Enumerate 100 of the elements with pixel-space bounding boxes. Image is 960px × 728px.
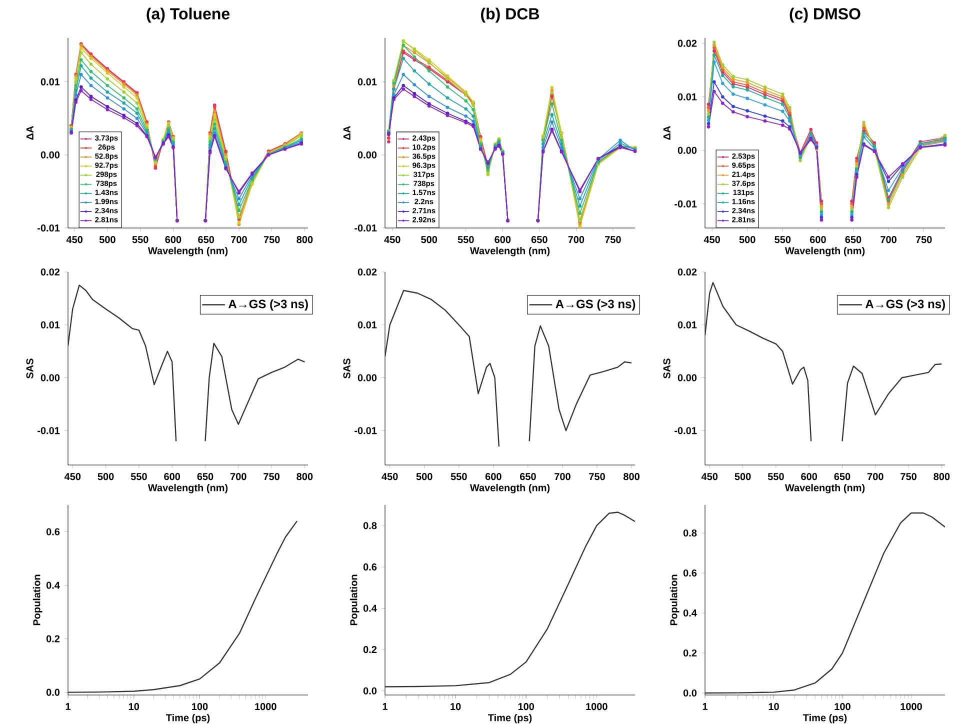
x-tick-label: 1: [382, 703, 388, 710]
y-tick-label: 0.8: [363, 522, 377, 530]
y-tick-label: 0.02: [678, 268, 697, 276]
y-tick-label: -0.01: [38, 427, 60, 434]
x-tick-label: 600: [485, 473, 502, 480]
y-tick-label: -0.01: [674, 200, 697, 208]
x-axis-title: Wavelength (nm): [784, 247, 865, 256]
x-tick-label: 550: [458, 236, 474, 244]
x-tick-label: 1000: [255, 703, 276, 710]
x-tick-label: 550: [130, 473, 147, 480]
x-tick-label: 750: [605, 236, 621, 244]
x-tick-label: 750: [264, 473, 280, 480]
y-tick-label: 0.4: [363, 604, 377, 612]
x-axis-title: Time (ps): [802, 714, 847, 724]
x-tick-label: 600: [801, 473, 818, 480]
x-tick-label: 700: [568, 236, 584, 244]
x-axis-title: Wavelength (nm): [148, 484, 228, 494]
x-axis-title: Wavelength (nm): [470, 484, 550, 494]
y-tick-label: -0.01: [38, 224, 60, 232]
x-tick-label: 550: [774, 236, 791, 244]
x-tick-label: 600: [164, 473, 180, 480]
y-axis-title: ΔA: [663, 126, 670, 140]
y-tick-label: 0.02: [358, 268, 377, 276]
y-tick-label: 0.6: [683, 570, 697, 577]
y-axis-title: ΔA: [343, 126, 350, 140]
x-tick-label: 450: [384, 236, 400, 244]
x-tick-label: 750: [916, 236, 932, 244]
x-tick-label: 650: [197, 473, 214, 480]
x-axis-title: Wavelength (nm): [784, 484, 865, 494]
x-tick-label: 700: [867, 473, 884, 480]
y-tick-label: 0.00: [40, 374, 60, 382]
chart-title: (b) DCB: [481, 8, 540, 23]
x-tick-label: 600: [494, 236, 511, 244]
y-tick-label: 0.8: [683, 530, 697, 537]
x-tick-label: 450: [701, 473, 718, 480]
y-axis-title: SAS: [26, 358, 34, 379]
y-tick-label: 0.01: [678, 93, 697, 101]
x-axis-title: Time (ps): [488, 714, 532, 724]
y-tick-label: 0.00: [358, 152, 377, 159]
x-tick-label: 700: [880, 236, 896, 244]
y-axis-title: Population: [670, 574, 680, 626]
x-tick-label: 650: [198, 236, 214, 244]
x-axis-title: Time (ps): [166, 714, 210, 724]
x-tick-label: 450: [66, 236, 82, 244]
legend-label: A→GS (>3 ns): [556, 300, 636, 311]
y-tick-label: -0.01: [354, 427, 377, 434]
y-axis-title: Population: [350, 574, 360, 626]
y-tick-label: 0.0: [46, 688, 60, 696]
y-axis-title: SAS: [343, 358, 350, 379]
y-tick-label: -0.01: [674, 427, 697, 434]
x-tick-label: 550: [768, 473, 784, 480]
x-tick-label: 700: [230, 473, 246, 480]
x-axis-title: Wavelength (nm): [148, 247, 228, 256]
y-tick-label: 0.01: [40, 321, 60, 329]
y-tick-label: 0.01: [358, 321, 377, 329]
x-tick-label: 500: [739, 236, 756, 244]
x-tick-label: 1000: [900, 703, 922, 710]
x-tick-label: 500: [416, 473, 432, 480]
y-tick-label: 0.0: [363, 687, 377, 695]
y-tick-label: 0.01: [40, 78, 60, 86]
x-tick-label: 10: [450, 703, 461, 710]
y-tick-label: 0.2: [46, 635, 60, 642]
y-tick-label: 0.00: [678, 374, 697, 382]
x-tick-label: 650: [531, 236, 548, 244]
x-tick-label: 700: [554, 473, 570, 480]
x-tick-label: 800: [296, 236, 313, 244]
y-axis-title: Population: [32, 574, 42, 626]
x-tick-label: 500: [734, 473, 751, 480]
legend-label: A→GS (>3 ns): [865, 300, 945, 311]
x-tick-label: 100: [192, 703, 208, 710]
y-tick-label: 0.4: [683, 610, 697, 617]
y-tick-label: 0.6: [363, 564, 377, 571]
x-tick-label: 650: [834, 473, 850, 480]
x-tick-label: 450: [382, 473, 398, 480]
y-tick-label: 0.4: [46, 582, 60, 589]
x-tick-label: 450: [704, 236, 720, 244]
y-tick-label: 0.00: [678, 146, 697, 154]
y-tick-label: 0.01: [678, 321, 697, 329]
x-tick-label: 750: [900, 473, 916, 480]
x-tick-label: 500: [98, 473, 114, 480]
x-tick-label: 800: [296, 473, 313, 480]
y-tick-label: 0.2: [683, 650, 697, 657]
y-tick-label: 0.00: [40, 152, 60, 159]
y-tick-label: 0.0: [683, 690, 697, 697]
x-tick-label: 500: [421, 236, 438, 244]
x-tick-label: 750: [589, 473, 605, 480]
y-tick-label: 0.02: [40, 268, 60, 276]
x-tick-label: 700: [231, 236, 247, 244]
y-tick-label: -0.01: [354, 224, 377, 232]
x-tick-label: 10: [768, 703, 779, 710]
x-tick-label: 550: [450, 473, 467, 480]
legend-label: A→GS (>3 ns): [228, 300, 308, 311]
x-tick-label: 450: [64, 473, 81, 480]
x-tick-label: 600: [165, 236, 182, 244]
x-tick-label: 800: [934, 473, 950, 480]
x-tick-label: 650: [845, 236, 862, 244]
x-tick-label: 1000: [586, 703, 608, 710]
y-tick-label: 0.02: [678, 40, 697, 48]
x-tick-label: 1: [66, 703, 71, 710]
x-tick-label: 10: [128, 703, 140, 710]
